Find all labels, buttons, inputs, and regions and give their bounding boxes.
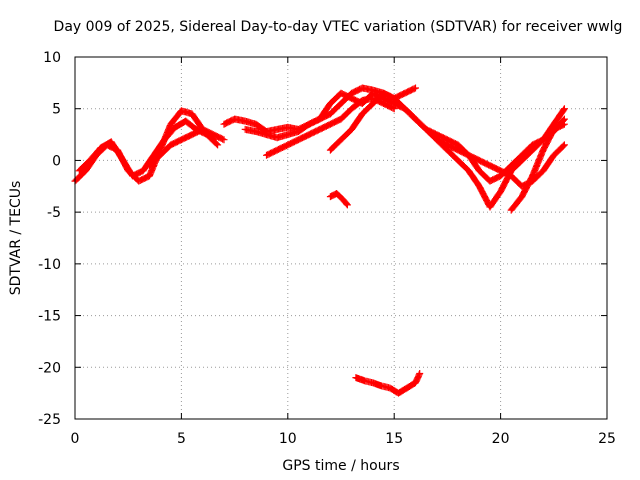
y-tick-label: -25 bbox=[38, 412, 61, 428]
y-tick-label: 0 bbox=[52, 153, 61, 169]
chart-title: Day 009 of 2025, Sidereal Day-to-day VTE… bbox=[54, 19, 623, 35]
y-tick-label: -5 bbox=[47, 205, 61, 221]
y-tick-label: 5 bbox=[52, 102, 61, 118]
marker-trace bbox=[326, 190, 351, 209]
x-tick-label: 10 bbox=[279, 431, 297, 447]
series-track-c bbox=[146, 125, 228, 170]
grid-lines bbox=[75, 57, 607, 419]
series-track-l bbox=[326, 190, 351, 209]
x-tick-label: 0 bbox=[71, 431, 80, 447]
data-points bbox=[71, 84, 568, 397]
marker-trace bbox=[352, 370, 424, 397]
y-tick-label: -10 bbox=[38, 257, 61, 273]
y-tick-label: -20 bbox=[38, 360, 61, 376]
plot-frame bbox=[74, 56, 608, 420]
axis-ticks: 0 5 10 15 20 25 -25 -20 -15 -10 -5 0 5 10 bbox=[38, 50, 616, 447]
series-track-m bbox=[352, 370, 424, 397]
x-tick-label: 15 bbox=[385, 431, 403, 447]
x-tick-label: 5 bbox=[177, 431, 186, 447]
y-tick-label: 10 bbox=[43, 50, 61, 66]
marker-trace bbox=[263, 94, 398, 159]
marker-trace bbox=[146, 125, 228, 170]
series-track-f bbox=[263, 94, 398, 159]
x-tick-label: 25 bbox=[598, 431, 616, 447]
series-track-k bbox=[507, 120, 568, 214]
y-axis-label: SDTVAR / TECUs bbox=[8, 181, 24, 296]
marker-trace bbox=[507, 120, 568, 214]
x-axis-label: GPS time / hours bbox=[282, 458, 399, 474]
x-tick-label: 20 bbox=[492, 431, 510, 447]
y-tick-label: -15 bbox=[38, 309, 61, 325]
